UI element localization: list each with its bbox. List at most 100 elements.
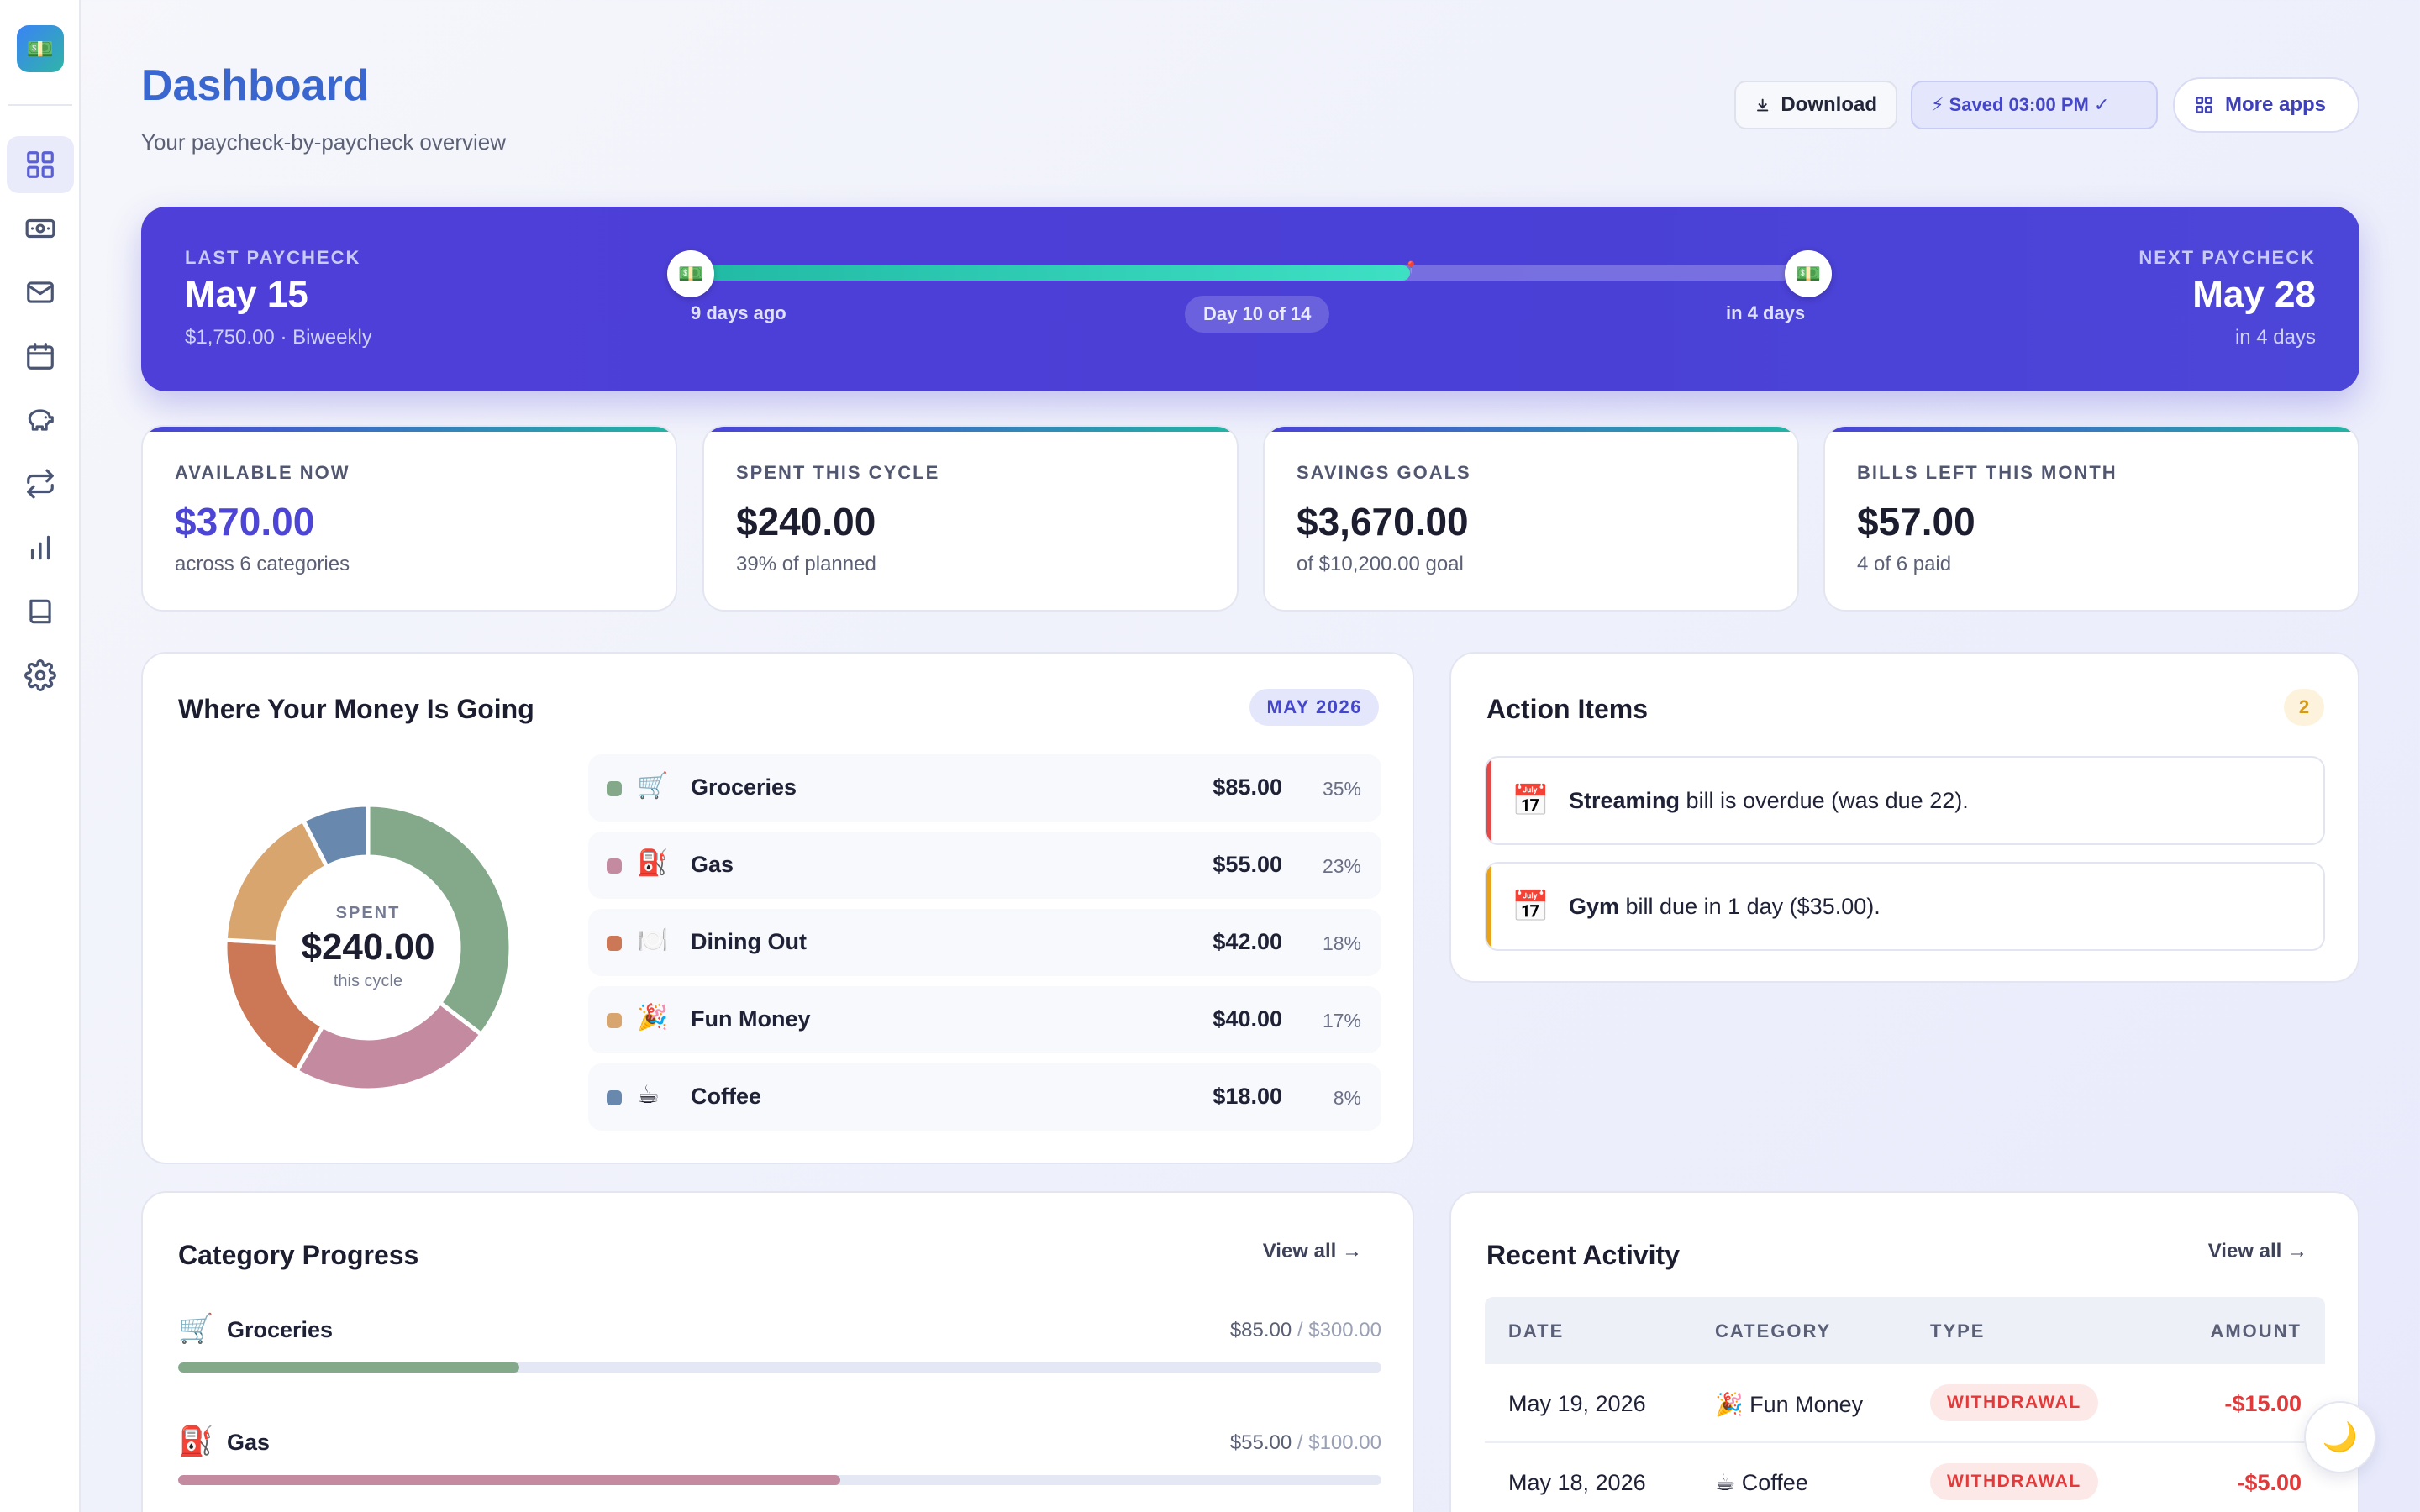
- last-paycheck-date: May 15: [185, 274, 308, 315]
- row-amount: -$5.00: [2237, 1470, 2302, 1495]
- gear-icon: [24, 659, 56, 691]
- legend-row-groceries[interactable]: 🛒 Groceries $85.00 35%: [588, 754, 1381, 822]
- legend-amount: $40.00: [1213, 1006, 1282, 1032]
- mail-icon: [27, 281, 54, 303]
- action-item-due-soon[interactable]: 📅 Gym bill due in 1 day ($35.00).: [1485, 862, 2325, 951]
- action-detail: bill is overdue (was due 22).: [1680, 788, 1969, 813]
- stat-value: $57.00: [1857, 500, 1975, 543]
- app-logo[interactable]: 💵: [17, 25, 64, 72]
- theme-toggle-button[interactable]: 🌙: [2304, 1401, 2376, 1473]
- donut-slice-coffee[interactable]: [300, 802, 371, 870]
- sidebar-item-transactions[interactable]: [7, 455, 74, 512]
- action-text: Gym bill due in 1 day ($35.00).: [1569, 894, 1881, 920]
- legend-amount: $42.00: [1213, 929, 1282, 954]
- bar-chart-icon: [30, 535, 50, 560]
- legend-category-name: Groceries: [691, 774, 797, 800]
- download-icon: [1757, 98, 1769, 112]
- table-row[interactable]: May 19, 2026 🎉 Fun Money WITHDRAWAL -$15…: [1485, 1364, 2325, 1443]
- column-header-date[interactable]: DATE: [1508, 1320, 1565, 1341]
- legend-row-fun-money[interactable]: 🎉 Fun Money $40.00 17%: [588, 986, 1381, 1053]
- row-date: May 19, 2026: [1508, 1391, 1646, 1416]
- sidebar-item-paychecks[interactable]: [7, 200, 74, 257]
- sidebar-item-envelopes[interactable]: [7, 264, 74, 321]
- legend-category-name: Gas: [691, 852, 734, 877]
- legend-row-dining-out[interactable]: 🍽️ Dining Out $42.00 18%: [588, 909, 1381, 976]
- panel-title: Where Your Money Is Going: [178, 694, 534, 724]
- days-until-label: in 4 days: [1726, 302, 1806, 323]
- action-items-panel: Action Items 2 📅 Streaming bill is overd…: [1449, 652, 2360, 983]
- stat-sub: across 6 categories: [175, 553, 350, 575]
- legend-category-name: Coffee: [691, 1084, 762, 1109]
- category-amount: $55.00 / $100.00: [1230, 1431, 1381, 1455]
- donut-center-sub: this cycle: [333, 972, 403, 990]
- table-row[interactable]: May 18, 2026 ☕ Coffee WITHDRAWAL -$5.00: [1485, 1443, 2325, 1512]
- category-progress-row[interactable]: ⛽ Gas $55.00 / $100.00: [178, 1425, 1381, 1509]
- stat-label: SPENT THIS CYCLE: [736, 462, 940, 483]
- download-button[interactable]: Download: [1734, 81, 1897, 129]
- last-paycheck-label: LAST PAYCHECK: [185, 247, 361, 268]
- month-badge[interactable]: MAY 2026: [1249, 689, 1379, 726]
- legend-amount: $18.00: [1213, 1084, 1282, 1109]
- next-paycheck-marker: 💵: [1785, 250, 1832, 297]
- book-icon: [29, 599, 51, 624]
- legend-row-coffee[interactable]: ☕ Coffee $18.00 8%: [588, 1063, 1381, 1131]
- sidebar-item-dashboard[interactable]: [7, 136, 74, 193]
- repeat-icon: [27, 469, 54, 499]
- activity-view-all-link[interactable]: View all →: [2207, 1240, 2307, 1263]
- category-emoji-icon: 🛒: [637, 772, 669, 800]
- category-progress-fill: [178, 1362, 519, 1373]
- legend-swatch: [607, 858, 622, 874]
- column-header-category[interactable]: CATEGORY: [1715, 1320, 1832, 1341]
- category-view-all-link[interactable]: View all →: [1262, 1240, 1362, 1263]
- category-emoji-icon: 🍽️: [637, 927, 669, 954]
- calendar-icon: 📅: [1512, 889, 1549, 923]
- grid-icon: [27, 151, 54, 178]
- apps-grid-icon: [2196, 97, 2212, 113]
- category-progress-track: [178, 1362, 1381, 1373]
- category-spent: $55.00: [1229, 1431, 1292, 1454]
- category-progress-track: [178, 1475, 1381, 1485]
- panel-title: Category Progress: [178, 1240, 419, 1270]
- category-name: Gas: [227, 1430, 271, 1455]
- table-header: DATE CATEGORY TYPE AMOUNT: [1485, 1297, 2325, 1364]
- sidebar-item-reports[interactable]: [7, 519, 74, 576]
- column-header-amount[interactable]: AMOUNT: [2210, 1320, 2302, 1341]
- action-count-badge: 2: [2284, 689, 2324, 726]
- calendar-icon: 📅: [1512, 783, 1549, 817]
- category-budget: / $100.00: [1292, 1431, 1381, 1454]
- action-item-overdue[interactable]: 📅 Streaming bill is overdue (was due 22)…: [1485, 756, 2325, 845]
- donut-slice-groceries[interactable]: [366, 802, 513, 1037]
- sidebar-item-calendar[interactable]: [7, 328, 74, 385]
- stat-label: SAVINGS GOALS: [1297, 462, 1471, 483]
- fuel-pump-icon: ⛽: [178, 1425, 214, 1457]
- sidebar-item-settings[interactable]: [7, 647, 74, 704]
- legend-category-name: Dining Out: [691, 929, 807, 954]
- more-apps-button[interactable]: More apps: [2173, 77, 2360, 133]
- category-progress-row[interactable]: 🛒 Groceries $85.00 / $300.00: [178, 1312, 1381, 1396]
- stat-label: AVAILABLE NOW: [175, 462, 350, 483]
- saved-status-badge: ⚡ Saved 03:00 PM ✓: [1911, 81, 2158, 129]
- donut-center: SPENT $240.00 this cycle: [217, 796, 519, 1099]
- saved-label: ⚡ Saved 03:00 PM ✓: [1931, 94, 2110, 115]
- piggy-bank-icon: [28, 409, 54, 431]
- legend-amount: $85.00: [1213, 774, 1282, 800]
- sidebar-item-guide[interactable]: [7, 583, 74, 640]
- sidebar: 💵: [0, 0, 81, 1512]
- legend-percent: 35%: [1322, 778, 1361, 800]
- donut-slice-gas[interactable]: [293, 1000, 485, 1093]
- money-icon: [25, 218, 55, 239]
- category-progress-panel: Category Progress View all → 🛒 Groceries…: [141, 1191, 1414, 1512]
- action-text: Streaming bill is overdue (was due 22).: [1569, 788, 1969, 814]
- last-paycheck-marker: 💵: [667, 250, 714, 297]
- next-paycheck-countdown: in 4 days: [2234, 326, 2316, 349]
- download-label: Download: [1781, 93, 1877, 116]
- next-paycheck-date: May 28: [2192, 274, 2316, 315]
- column-header-type[interactable]: TYPE: [1930, 1320, 1986, 1341]
- sidebar-item-savings[interactable]: [7, 391, 74, 449]
- legend-row-gas[interactable]: ⛽ Gas $55.00 23%: [588, 832, 1381, 899]
- stat-card-available: AVAILABLE NOW $370.00 across 6 categorie…: [141, 425, 677, 612]
- legend-percent: 18%: [1322, 932, 1361, 954]
- row-type-badge: WITHDRAWAL: [1930, 1463, 2098, 1500]
- legend-swatch: [607, 1013, 622, 1028]
- category-emoji-icon: 🎉: [637, 1004, 669, 1032]
